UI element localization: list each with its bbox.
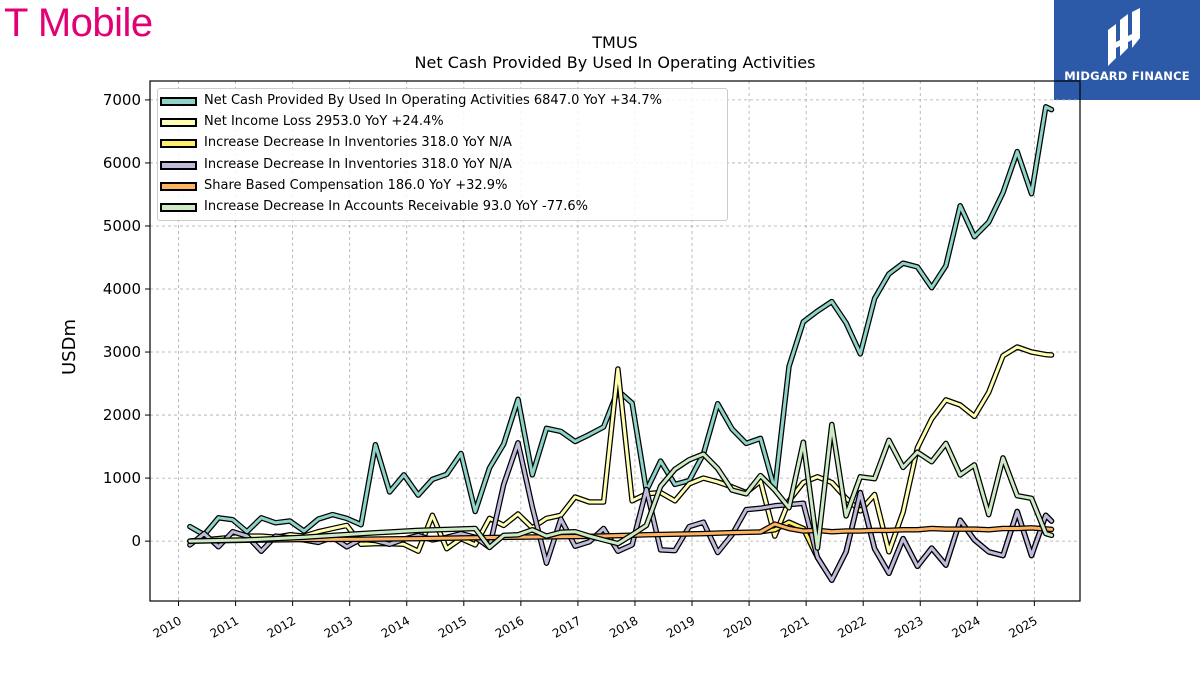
legend-swatch: [160, 97, 197, 106]
x-tick-label: 2023: [892, 613, 925, 640]
x-tick-label: 2020: [721, 613, 754, 640]
series-lines: [187, 104, 1055, 583]
y-tick-label: 6000: [103, 154, 141, 172]
series-line: [188, 105, 1053, 537]
y-tick-label: 3000: [103, 343, 141, 361]
x-tick-label: 2016: [493, 613, 526, 640]
y-tick-label: 1000: [103, 469, 141, 487]
chart-legend: Net Cash Provided By Used In Operating A…: [157, 88, 728, 221]
legend-swatch: [160, 203, 197, 212]
legend-swatch: [160, 160, 197, 170]
legend-label: Net Income Loss 2953.0 YoY +24.4%: [204, 114, 444, 130]
x-tick-label: 2025: [1006, 613, 1039, 640]
series-5: [187, 421, 1055, 551]
legend-label: Increase Decrease In Inventories 318.0 Y…: [204, 135, 512, 151]
y-axis-label: USDm: [59, 319, 80, 375]
series-line: [188, 441, 1053, 582]
x-tick-label: 2019: [664, 613, 697, 640]
legend-label: Net Cash Provided By Used In Operating A…: [204, 93, 662, 108]
x-tick-label: 2022: [835, 613, 868, 640]
chart-title: TMUS: [592, 33, 638, 52]
x-tick-label: 2024: [949, 613, 982, 640]
x-tick-label: 2013: [322, 613, 355, 640]
legend-swatch: [160, 139, 197, 149]
legend-label: Increase Decrease In Accounts Receivable…: [204, 199, 588, 214]
midgard-logo-icon: [1108, 8, 1140, 66]
x-tick-label: 2017: [550, 613, 583, 640]
y-tick-label: 0: [131, 532, 141, 550]
x-tick-label: 2018: [607, 613, 640, 640]
badge-text: MIDGARD FINANCE: [1064, 69, 1190, 83]
x-tick-label: 2014: [379, 613, 412, 640]
x-tick-label: 2012: [265, 613, 298, 640]
legend-swatch: [160, 181, 197, 191]
series-line: [188, 423, 1053, 550]
series-0: [187, 104, 1055, 538]
t-mobile-logo: T Mobile: [4, 1, 153, 45]
y-tick-label: 2000: [103, 406, 141, 424]
legend-label: Increase Decrease In Inventories 318.0 Y…: [204, 156, 512, 172]
plot-frame: [149, 80, 1081, 602]
series-3: [187, 440, 1055, 583]
x-tick-label: 2021: [778, 613, 811, 640]
midgard-finance-badge: MIDGARD FINANCE: [1054, 0, 1200, 100]
legend-swatch: [160, 118, 197, 128]
legend-label: Share Based Compensation 186.0 YoY +32.9…: [204, 177, 508, 193]
x-tick-label: 2010: [151, 613, 184, 640]
y-tick-label: 5000: [103, 217, 141, 235]
x-tick-label: 2011: [208, 613, 241, 640]
y-tick-label: 7000: [103, 91, 141, 109]
y-tick-label: 4000: [103, 280, 141, 298]
chart-subtitle: Net Cash Provided By Used In Operating A…: [414, 53, 816, 72]
x-tick-label: 2015: [436, 613, 469, 640]
